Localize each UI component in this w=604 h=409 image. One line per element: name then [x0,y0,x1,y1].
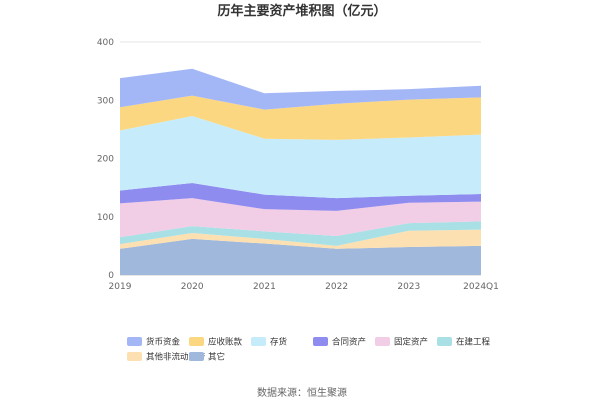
legend-label: 合同资产 [332,337,366,348]
legend-swatch [375,337,390,346]
legend-label: 存货 [270,337,288,348]
area-货币资金 [120,68,481,110]
legend-label: 应收账款 [208,337,243,348]
legend-item[interactable]: 应收账款 [189,337,243,348]
x-tick-label: 2023 [397,282,420,292]
legend-swatch [437,337,452,346]
area-应收账款 [120,95,481,140]
legend-label: 固定资产 [394,337,428,348]
area-series [120,68,481,275]
legend-swatch [189,337,204,346]
legend-item[interactable]: 在建工程 [437,337,491,348]
x-axis-ticks: 2019 2020 2021 2022 2023 2024Q1 [109,282,499,292]
x-tick-label: 2020 [181,282,204,292]
x-tick-label: 2024Q1 [463,282,499,292]
legend-item[interactable]: 固定资产 [375,337,428,348]
legend-item[interactable]: 合同资产 [313,337,366,348]
data-source-note: 数据来源：恒生聚源 [257,386,347,399]
area-存货 [120,115,481,199]
x-tick-label: 2019 [109,282,132,292]
legend-label: 货币资金 [146,337,181,348]
legend-label: 其它 [208,352,225,363]
y-tick-label: 100 [97,213,114,223]
legend-item[interactable]: 货币资金 [127,337,181,348]
legend-swatch [127,337,142,346]
area-固定资产 [120,198,481,238]
legend-swatch [189,352,204,361]
area-其它 [120,238,481,275]
legend-swatch [313,337,328,346]
legend-label: 在建工程 [456,337,491,348]
legend-label: 其他非流动资产 [146,352,206,363]
legend-item[interactable]: 其他非流动资产 [127,352,206,363]
y-tick-label: 300 [97,96,114,106]
area-合同资产 [120,182,481,211]
x-tick-label: 2021 [253,282,276,292]
legend-item[interactable]: 存货 [251,337,288,348]
legend-item[interactable]: 其它 [189,352,225,363]
chart-title: 历年主要资产堆积图（亿元） [217,3,386,19]
x-tick-label: 2022 [325,282,348,292]
y-axis-ticks: 0 100 200 300 400 [97,38,114,281]
area-其他非流动资产 [120,229,481,249]
y-tick-label: 400 [97,38,114,48]
y-tick-label: 0 [108,271,114,281]
legend-swatch [127,352,142,361]
y-tick-label: 200 [97,155,114,165]
legend-swatch [251,337,266,346]
